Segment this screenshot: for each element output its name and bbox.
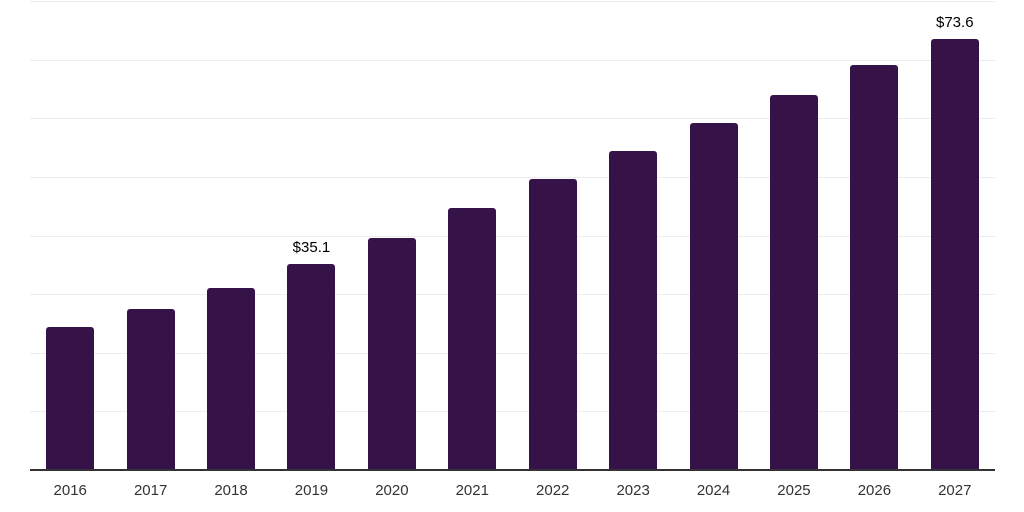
x-tick-label-2018: 2018 bbox=[214, 482, 248, 499]
gridline bbox=[30, 235, 995, 237]
gridline bbox=[30, 294, 995, 296]
x-tick-label-2027: 2027 bbox=[938, 482, 972, 499]
x-tick-label-2020: 2020 bbox=[375, 482, 409, 499]
gridline bbox=[30, 118, 995, 120]
x-tick-label-2017: 2017 bbox=[133, 482, 168, 499]
x-tick-label-2025: 2025 bbox=[777, 482, 811, 499]
bar-2027 bbox=[930, 38, 979, 470]
bar-2021 bbox=[448, 207, 497, 470]
bar-2023 bbox=[609, 151, 658, 470]
bar-2018 bbox=[207, 288, 256, 470]
data-label-2019: $35.1 bbox=[292, 239, 331, 257]
data-label-2027: $73.6 bbox=[936, 13, 974, 31]
bar-2026 bbox=[850, 64, 899, 470]
bar-2020 bbox=[367, 237, 416, 470]
gridline bbox=[30, 411, 995, 413]
x-tick-label-2019: 2019 bbox=[294, 482, 329, 499]
x-tick-label-2022: 2022 bbox=[536, 482, 570, 499]
x-tick-label-2016: 2016 bbox=[53, 482, 87, 499]
x-tick-label-2026: 2026 bbox=[857, 482, 892, 499]
bar-2017 bbox=[126, 308, 175, 470]
gridline bbox=[30, 352, 995, 354]
bar-2022 bbox=[528, 178, 577, 470]
x-tick-label-2024: 2024 bbox=[696, 482, 731, 499]
bar-2025 bbox=[769, 94, 818, 470]
bar-2024 bbox=[689, 122, 738, 470]
x-axis-line bbox=[30, 469, 995, 471]
bar-2019 bbox=[287, 264, 336, 470]
gridline bbox=[30, 176, 995, 178]
bar-2016 bbox=[46, 326, 95, 470]
x-tick-label-2021: 2021 bbox=[455, 482, 489, 499]
gridline bbox=[30, 1, 995, 2]
x-tick-label-2023: 2023 bbox=[616, 482, 650, 499]
gridline bbox=[30, 59, 995, 61]
